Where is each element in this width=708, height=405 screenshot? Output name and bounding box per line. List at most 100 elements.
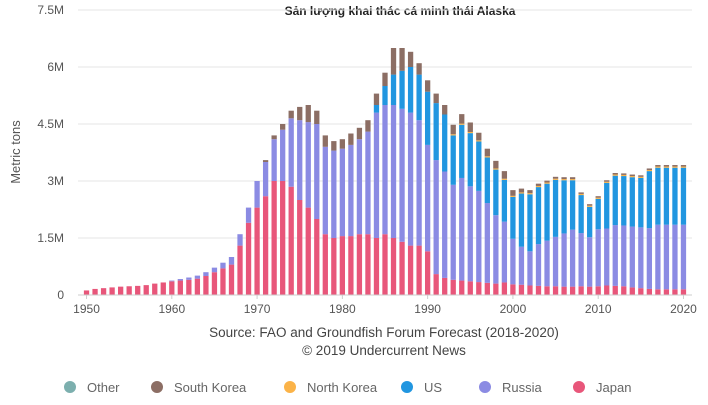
bar-russia-1998 xyxy=(493,215,499,284)
bar-russia-1979 xyxy=(331,150,337,238)
y-axis-ticks: 0 1.5M 3M 4.5M 6M 7.5M xyxy=(37,3,64,302)
legend-item-south-korea: South Korea xyxy=(151,380,247,395)
bar-russia-2007 xyxy=(569,229,576,287)
x-tick-label: 1990 xyxy=(414,302,441,316)
bar-north-korea-2015 xyxy=(638,176,644,178)
bar-japan-2011 xyxy=(604,285,610,295)
bar-russia-2002 xyxy=(527,251,533,286)
bar-south-korea-1984 xyxy=(373,93,380,105)
bar-japan-2009 xyxy=(587,286,593,295)
bar-south-korea-1981 xyxy=(348,133,354,145)
bar-japan-1953 xyxy=(109,287,115,295)
bar-japan-2001 xyxy=(518,284,525,295)
bar-russia-1994 xyxy=(459,177,465,281)
bar-japan-1958 xyxy=(152,283,158,295)
bar-south-korea-2017 xyxy=(655,165,661,167)
bar-japan-1979 xyxy=(331,238,337,295)
bar-russia-1976 xyxy=(305,122,311,208)
bar-us-2001 xyxy=(518,193,525,247)
bar-us-1988 xyxy=(407,67,414,113)
bar-north-korea-2014 xyxy=(629,176,635,178)
bar-japan-1994 xyxy=(459,280,465,295)
x-tick-label: 2000 xyxy=(500,302,527,316)
legend-label: Other xyxy=(87,380,120,395)
bar-russia-2003 xyxy=(535,244,542,286)
bar-north-korea-1994 xyxy=(459,123,465,125)
bar-south-korea-1986 xyxy=(390,48,397,75)
bars xyxy=(83,48,687,295)
bar-japan-2014 xyxy=(629,287,635,295)
bar-south-korea-2003 xyxy=(535,183,542,186)
bar-japan-1955 xyxy=(126,286,132,295)
bar-us-2003 xyxy=(535,187,542,245)
bar-russia-2017 xyxy=(655,224,661,290)
legend-item-us: US xyxy=(401,380,442,395)
bar-japan-1976 xyxy=(305,207,311,295)
bar-us-2006 xyxy=(561,180,567,234)
bar-japan-2019 xyxy=(672,289,678,295)
bar-south-korea-2000 xyxy=(510,190,516,196)
bar-russia-2004 xyxy=(544,240,550,287)
bar-russia-1973 xyxy=(280,129,286,181)
bar-north-korea-2020 xyxy=(680,166,687,168)
bar-japan-1995 xyxy=(467,281,473,295)
bar-south-korea-1988 xyxy=(407,51,414,67)
bar-us-2002 xyxy=(527,194,533,252)
bar-south-korea-1983 xyxy=(365,120,371,132)
bar-russia-1977 xyxy=(314,124,320,219)
bar-russia-1995 xyxy=(467,186,473,282)
bar-south-korea-1992 xyxy=(442,105,448,115)
x-tick-label: 1960 xyxy=(158,302,185,316)
bar-south-korea-2008 xyxy=(578,192,584,194)
chart-title: Sản lượng khai thác cá minh thái Alaska xyxy=(285,4,516,18)
bar-south-korea-2001 xyxy=(518,188,525,193)
bar-south-korea-2013 xyxy=(621,173,627,175)
bar-japan-1959 xyxy=(160,282,166,295)
bar-north-korea-2017 xyxy=(655,166,661,168)
bar-japan-1981 xyxy=(348,236,354,295)
bar-japan-1964 xyxy=(203,276,209,295)
bar-russia-1964 xyxy=(203,272,209,276)
bar-south-korea-1996 xyxy=(476,132,482,141)
y-axis-title: Metric tons xyxy=(8,120,23,184)
bar-us-1990 xyxy=(424,91,431,145)
bar-japan-1965 xyxy=(211,272,218,295)
bar-russia-1981 xyxy=(348,144,354,237)
bar-russia-1969 xyxy=(245,207,252,223)
bar-russia-1960 xyxy=(169,280,175,282)
bar-south-korea-1977 xyxy=(314,110,320,124)
bar-us-2014 xyxy=(629,177,635,227)
bar-south-korea-2019 xyxy=(672,165,678,167)
bar-us-1995 xyxy=(467,133,473,187)
bar-south-korea-1979 xyxy=(331,141,337,151)
bar-russia-1989 xyxy=(416,120,422,246)
bar-russia-1992 xyxy=(442,171,448,278)
bar-us-2020 xyxy=(680,167,687,225)
bar-japan-1950 xyxy=(83,290,90,295)
bar-us-1992 xyxy=(442,114,448,172)
bar-japan-2002 xyxy=(527,285,533,295)
bar-us-2008 xyxy=(578,195,584,234)
bar-north-korea-2019 xyxy=(672,166,678,168)
bar-russia-1997 xyxy=(484,203,490,283)
bar-south-korea-1978 xyxy=(322,135,328,147)
bar-russia-2016 xyxy=(646,228,653,289)
bar-south-korea-1997 xyxy=(484,148,490,157)
bar-south-korea-2004 xyxy=(544,180,550,183)
bar-japan-1980 xyxy=(339,236,346,295)
bar-japan-2007 xyxy=(569,286,576,295)
bar-north-korea-2003 xyxy=(535,185,542,188)
bar-south-korea-2009 xyxy=(587,204,593,206)
bar-russia-1972 xyxy=(271,139,277,181)
bar-japan-1969 xyxy=(245,222,252,295)
bar-south-korea-1982 xyxy=(356,127,363,140)
bar-russia-1990 xyxy=(424,144,431,252)
legend-swatch xyxy=(151,381,163,393)
bar-north-korea-2012 xyxy=(612,174,618,176)
bar-japan-2015 xyxy=(638,288,644,295)
bar-russia-2005 xyxy=(552,236,559,287)
bar-japan-1952 xyxy=(100,288,107,295)
bar-russia-1996 xyxy=(476,190,482,283)
bar-us-2018 xyxy=(663,167,670,225)
bar-north-korea-2018 xyxy=(663,166,670,168)
